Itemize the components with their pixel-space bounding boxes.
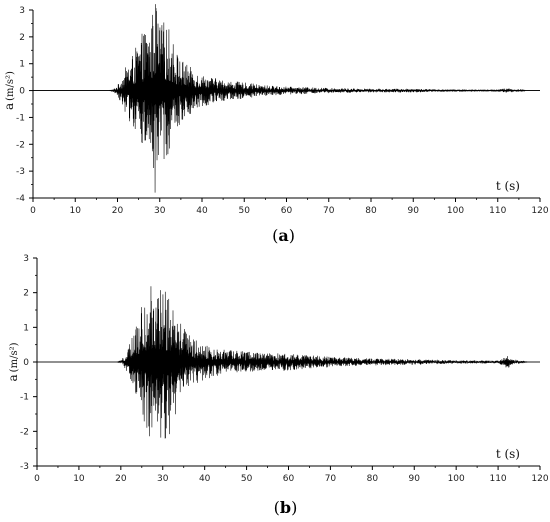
y-tick-label: -1 — [16, 113, 25, 123]
x-axis-title: t (s) — [496, 179, 520, 193]
x-tick-label: 20 — [112, 206, 124, 216]
y-tick-label: 3 — [23, 254, 29, 264]
x-tick-label: 100 — [447, 206, 464, 216]
x-tick-label: 0 — [34, 474, 40, 484]
y-axis-title-unit: (m/s²) — [5, 71, 16, 101]
panel-label: (b) — [274, 498, 298, 517]
x-tick-label: 20 — [115, 474, 127, 484]
y-tick-label: -2 — [16, 140, 25, 150]
panel-letter: a — [278, 226, 288, 245]
x-tick-label: 70 — [325, 474, 337, 484]
y-axis-title: a (m/s²) — [2, 71, 16, 110]
x-tick-label: 70 — [323, 206, 335, 216]
y-tick-label: -3 — [16, 167, 25, 177]
y-tick-label: -4 — [16, 194, 25, 204]
y-tick-label: -3 — [20, 462, 29, 472]
y-tick-label: -1 — [20, 393, 29, 403]
x-tick-label: 80 — [367, 474, 379, 484]
y-tick-label: 2 — [23, 289, 29, 299]
panel-letter: b — [280, 498, 291, 517]
x-tick-label: 40 — [196, 206, 208, 216]
y-tick-label: 2 — [19, 33, 25, 43]
x-tick-label: 40 — [199, 474, 211, 484]
x-tick-label: 50 — [241, 474, 253, 484]
x-tick-label: 110 — [489, 206, 506, 216]
x-tick-label: 60 — [283, 474, 295, 484]
y-axis-title-variable: a — [6, 374, 20, 381]
y-axis-title-variable: a — [2, 103, 16, 110]
acceleration-series-line — [37, 286, 540, 439]
x-tick-label: 100 — [448, 474, 465, 484]
y-tick-label: 3 — [19, 6, 25, 16]
y-axis-title-unit: (m/s²) — [9, 342, 20, 372]
x-tick-label: 30 — [154, 206, 166, 216]
x-axis-title: t (s) — [496, 447, 520, 461]
x-tick-label: 120 — [531, 206, 548, 216]
chart-panel-a: 0 10 20 30 40 50 60 70 80 90 100 110 120 -4 -3 -2 -1 0 1 2 3… — [2, 4, 549, 245]
x-tick-label: 30 — [157, 474, 169, 484]
x-tick-label: 10 — [70, 206, 82, 216]
x-tick-label: 90 — [409, 474, 421, 484]
x-tick-label: 50 — [239, 206, 251, 216]
y-axis-title: a (m/s²) — [6, 342, 20, 381]
x-tick-label: 120 — [531, 474, 548, 484]
x-tick-label: 10 — [73, 474, 85, 484]
y-tick-label: 0 — [23, 358, 29, 368]
y-tick-label: 1 — [19, 60, 25, 70]
x-tick-label: 60 — [281, 206, 293, 216]
y-tick-label: -2 — [20, 427, 29, 437]
y-tick-label: 0 — [19, 87, 25, 97]
panel-label: (a) — [272, 226, 295, 245]
acceleration-series-line — [33, 4, 540, 193]
chart-panel-b: 0 10 20 30 40 50 60 70 80 90 100 110 120 -3 -2 -1 0 1 2 3 a (… — [6, 254, 549, 517]
x-tick-label: 90 — [408, 206, 420, 216]
x-tick-label: 110 — [489, 474, 506, 484]
y-tick-label: 1 — [23, 323, 29, 333]
x-tick-label: 80 — [365, 206, 377, 216]
x-tick-label: 0 — [30, 206, 36, 216]
